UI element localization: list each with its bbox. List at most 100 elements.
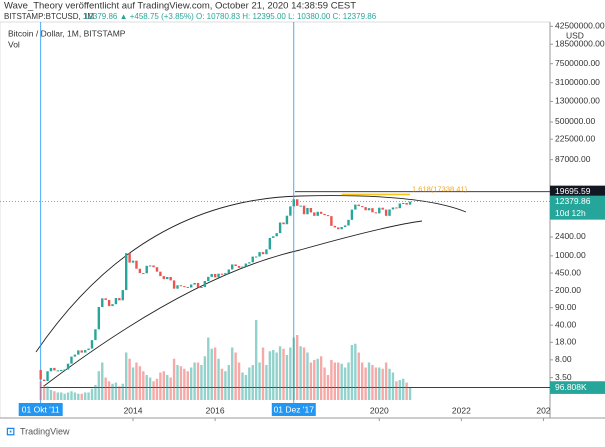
candle [268, 237, 272, 250]
upper-arc [35, 195, 467, 353]
volume-bar [391, 372, 395, 400]
volume-bar [83, 392, 87, 400]
price-box [550, 185, 605, 198]
candle [83, 350, 87, 353]
candle [309, 207, 313, 213]
candle [340, 227, 343, 230]
candle [282, 222, 285, 225]
volume-bar [227, 365, 230, 400]
y-tick-label: 90.00 [555, 302, 577, 312]
volume-bar [306, 352, 309, 400]
candle [145, 265, 148, 274]
volume-bar [251, 365, 254, 400]
volume-bar [367, 362, 371, 400]
candle [316, 211, 319, 216]
volume-bar [234, 352, 237, 400]
candle [360, 206, 364, 208]
candle [296, 199, 299, 206]
candle [292, 199, 295, 207]
volume-bar [46, 386, 49, 400]
candle [111, 304, 114, 307]
candle [272, 236, 275, 238]
volume-bar [179, 366, 183, 400]
volume-bar [268, 351, 272, 400]
volume-bar [405, 382, 408, 400]
candle [306, 207, 309, 215]
volume-bar [196, 362, 200, 400]
candle [138, 268, 142, 274]
volume-bar [176, 365, 179, 400]
candle [261, 252, 265, 255]
candle [166, 276, 169, 280]
volume-bar [241, 372, 244, 400]
volume-bar [138, 366, 142, 400]
volume-bar [402, 378, 405, 400]
candle [347, 219, 350, 226]
y-tick-label: 87000.00 [555, 154, 591, 164]
volume-title: Vol [8, 39, 20, 49]
candle [408, 201, 412, 205]
footer-logo: ⊡ [6, 426, 15, 438]
volume-bar [275, 352, 278, 400]
volume-bar [330, 360, 333, 400]
volume-bar [56, 392, 59, 400]
volume-bar [364, 367, 367, 400]
volume-bar [159, 372, 162, 400]
candle [275, 233, 278, 237]
candle [118, 298, 121, 301]
candle [87, 348, 90, 351]
volume-bar [408, 387, 412, 400]
candle [104, 298, 107, 300]
candle [196, 282, 200, 288]
candle [265, 249, 268, 255]
volume-bar [162, 371, 166, 400]
candle [60, 369, 63, 371]
volume-bar [60, 392, 63, 400]
x-tick-label: 2016 [206, 405, 225, 415]
candle [90, 340, 94, 349]
volume-bar [121, 383, 124, 400]
volume-bar [90, 388, 94, 400]
candle [374, 212, 378, 214]
volume-bar [148, 377, 152, 400]
candle [241, 266, 244, 268]
candle [217, 273, 220, 278]
volume-bar [101, 362, 104, 400]
volume-bar [337, 362, 340, 400]
candle [162, 276, 166, 280]
volume-bar [309, 362, 313, 400]
candle [53, 367, 56, 371]
volume-bar [207, 337, 210, 400]
candle [125, 253, 128, 291]
volume-bar [282, 348, 285, 400]
volume-bar [354, 343, 357, 400]
volume-bar [289, 347, 292, 400]
volume-bar [66, 392, 70, 400]
volume-bar [237, 362, 241, 400]
candle [128, 253, 131, 263]
volume-bar [285, 355, 289, 400]
x-tick-label: 2022 [452, 405, 471, 415]
volume-bar [316, 358, 319, 400]
symbol: BITSTAMP:BTCUSD, 1M [4, 12, 94, 21]
header-title: Wave_Theory veröffentlicht auf TradingVi… [4, 1, 356, 12]
volume-bar [200, 365, 203, 400]
crosshair-label: 01 Dez '17 [274, 404, 315, 414]
volume-bar [73, 392, 77, 400]
candle [159, 271, 162, 277]
candle [176, 285, 179, 289]
volume-bar [278, 346, 282, 400]
candle [289, 206, 292, 216]
candle [388, 209, 391, 216]
candle [333, 225, 337, 228]
candle [101, 298, 104, 308]
candle [381, 207, 384, 210]
candle [234, 264, 237, 267]
volume-bar [145, 375, 148, 400]
candle [258, 252, 261, 257]
candle [200, 286, 203, 288]
candle [94, 329, 97, 341]
candle [121, 290, 124, 301]
candle [80, 350, 83, 353]
